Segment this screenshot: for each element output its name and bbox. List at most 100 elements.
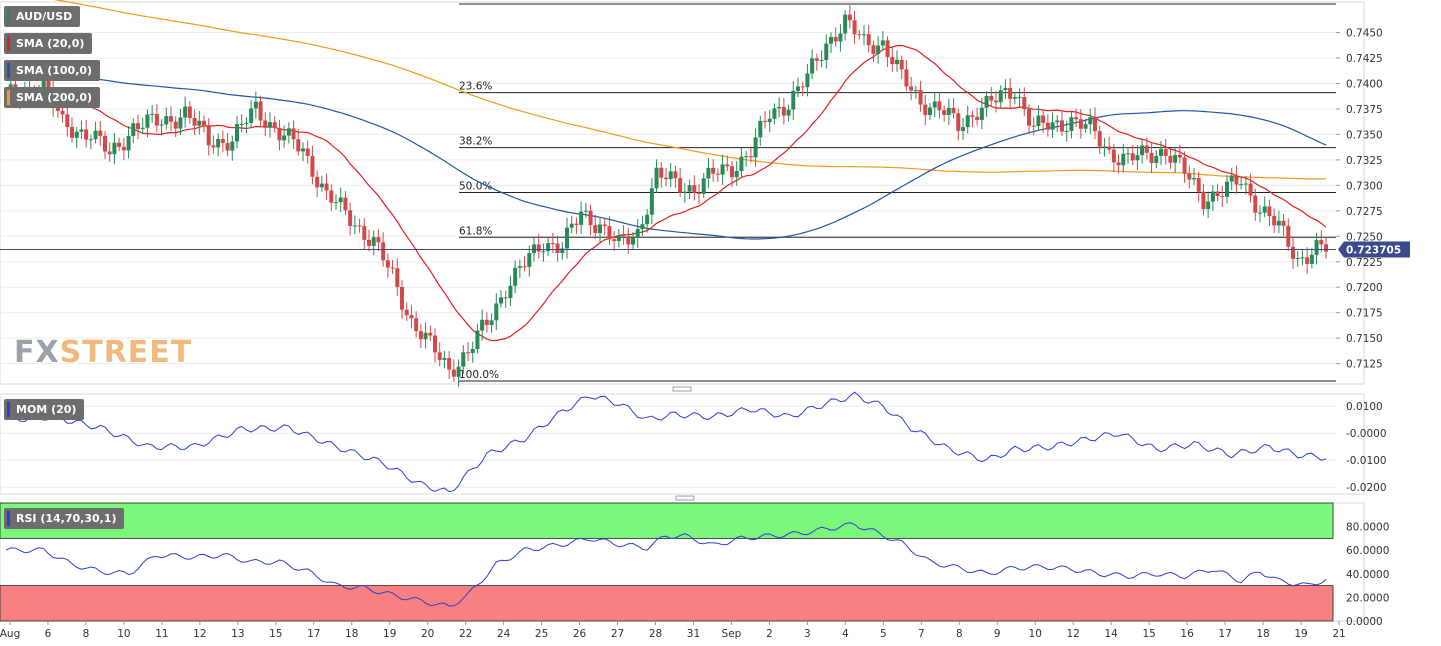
time-tick-label: 8 bbox=[83, 628, 90, 640]
candle-bullish bbox=[1154, 155, 1159, 163]
candle-bullish bbox=[1210, 191, 1215, 202]
rsi-tick-label: 0.0000 bbox=[1346, 616, 1383, 628]
panel-splitters[interactable] bbox=[672, 386, 695, 501]
candle-bearish bbox=[942, 110, 947, 115]
candle-bullish bbox=[286, 128, 291, 136]
candle-bearish bbox=[1187, 173, 1192, 180]
panel-resize-handle[interactable] bbox=[672, 386, 692, 392]
candle-bearish bbox=[1078, 119, 1083, 129]
candle-bearish bbox=[329, 190, 334, 203]
candle-bullish bbox=[131, 123, 136, 136]
watermark-street: STREET bbox=[59, 335, 193, 370]
time-tick-label: 17 bbox=[1218, 628, 1231, 640]
candle-bearish bbox=[1107, 146, 1112, 150]
candle-bearish bbox=[989, 95, 994, 101]
candle-bearish bbox=[121, 146, 126, 151]
candle-bearish bbox=[621, 235, 626, 237]
candle-bearish bbox=[263, 120, 268, 128]
candle-bearish bbox=[84, 129, 89, 140]
candle-bearish bbox=[866, 34, 871, 46]
sma20-legend[interactable]: SMA (20,0) bbox=[4, 33, 93, 54]
current-price-label: 0.723705 bbox=[1346, 244, 1401, 256]
candle-bearish bbox=[395, 268, 400, 288]
candle-bullish bbox=[786, 109, 791, 116]
rsi-overbought-zone bbox=[0, 502, 1334, 539]
time-tick-label: 12 bbox=[193, 628, 206, 640]
candle-bullish bbox=[631, 237, 635, 245]
candle-bullish bbox=[734, 171, 739, 178]
panel-resize-handle[interactable] bbox=[675, 495, 695, 501]
candle-bearish bbox=[697, 192, 701, 194]
candle-bearish bbox=[1111, 149, 1116, 163]
time-tick-label: 18 bbox=[345, 628, 358, 640]
current-price-badge bbox=[1338, 241, 1410, 258]
candle-bearish bbox=[814, 58, 819, 61]
candle-bearish bbox=[192, 118, 197, 126]
candle-bullish bbox=[720, 164, 725, 175]
time-tick-label: 5 bbox=[880, 628, 887, 640]
fib-level-label: 100.0% bbox=[459, 369, 499, 381]
candle-bearish bbox=[574, 223, 579, 225]
fib-level-label: 61.8% bbox=[459, 225, 492, 237]
sma200-legend[interactable]: SMA (200,0) bbox=[4, 87, 101, 108]
candle-bearish bbox=[404, 309, 409, 316]
time-tick-label: 21 bbox=[1332, 628, 1345, 640]
candle-bearish bbox=[390, 267, 395, 269]
rsi-legend[interactable]: RSI (14,70,30,1) bbox=[4, 508, 125, 529]
candle-bearish bbox=[664, 177, 668, 180]
candle-bearish bbox=[136, 123, 140, 130]
candle-bullish bbox=[239, 123, 244, 125]
candle-bearish bbox=[555, 243, 560, 254]
candle-bullish bbox=[1262, 206, 1267, 213]
price-tick-label: 0.7325 bbox=[1346, 155, 1383, 167]
candle-bearish bbox=[103, 135, 107, 152]
candle-bearish bbox=[414, 318, 419, 332]
momentum-line bbox=[5, 391, 1327, 493]
candle-bearish bbox=[1144, 145, 1149, 153]
candle-bearish bbox=[550, 243, 555, 245]
candle-bearish bbox=[1116, 162, 1121, 166]
candle-bearish bbox=[1201, 191, 1206, 210]
time-tick-label: 9 bbox=[994, 628, 1001, 640]
candle-bullish bbox=[565, 227, 569, 249]
candle-bullish bbox=[1012, 97, 1017, 99]
candle-bullish bbox=[150, 113, 155, 115]
time-tick-label: 15 bbox=[269, 628, 282, 640]
candle-bullish bbox=[640, 224, 645, 230]
candle-bullish bbox=[880, 40, 885, 46]
candle-bearish bbox=[1168, 155, 1173, 163]
fxstreet-watermark: FXSTREET bbox=[14, 335, 192, 370]
candle-bullish bbox=[282, 135, 287, 141]
candle-bullish bbox=[767, 118, 772, 123]
candle-bullish bbox=[253, 101, 258, 109]
candle-bullish bbox=[301, 148, 305, 152]
candle-bearish bbox=[187, 106, 192, 119]
candle-bearish bbox=[98, 130, 103, 136]
sma100-legend[interactable]: SMA (100,0) bbox=[4, 60, 101, 81]
candle-bullish bbox=[810, 58, 815, 74]
rsi-tick-label: 60.0000 bbox=[1346, 545, 1389, 557]
instrument-legend[interactable]: AUD/USD bbox=[4, 6, 81, 27]
candle-bearish bbox=[1234, 175, 1239, 185]
candle-bullish bbox=[843, 14, 848, 34]
candle-bearish bbox=[258, 101, 263, 121]
candle-bearish bbox=[437, 352, 442, 360]
momentum-tick-label: 0.0100 bbox=[1346, 401, 1383, 413]
candle-bullish bbox=[928, 107, 932, 116]
time-tick-label: 16 bbox=[1180, 628, 1194, 640]
candle-bullish bbox=[1055, 120, 1060, 123]
candle-bullish bbox=[249, 108, 254, 123]
rsi-tick-label: 20.0000 bbox=[1346, 592, 1389, 604]
time-tick-label: Sep bbox=[722, 628, 742, 640]
candle-bullish bbox=[140, 127, 145, 130]
candle-bearish bbox=[602, 224, 607, 227]
candle-bullish bbox=[1276, 220, 1281, 226]
candle-bullish bbox=[998, 90, 1003, 103]
momentum-legend[interactable]: MOM (20) bbox=[4, 399, 85, 420]
candle-bearish bbox=[970, 115, 975, 117]
candle-bullish bbox=[616, 235, 621, 242]
candle-bullish bbox=[1135, 155, 1140, 161]
candle-bullish bbox=[862, 34, 866, 36]
candle-bullish bbox=[216, 138, 221, 148]
candle-bullish bbox=[423, 332, 428, 340]
